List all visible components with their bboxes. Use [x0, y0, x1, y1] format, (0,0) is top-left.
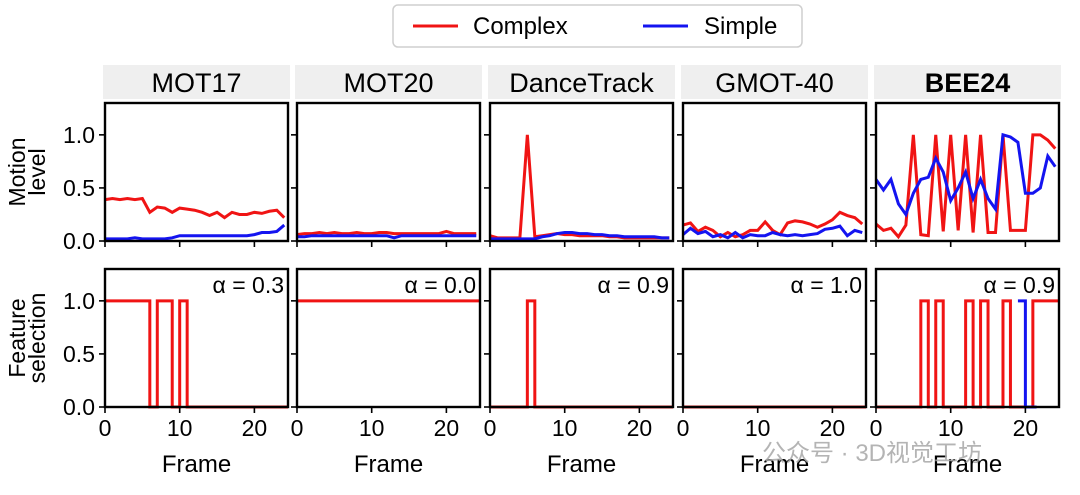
alpha-annotation: α = 0.3 — [213, 272, 284, 298]
x-tick-label: 0 — [99, 415, 112, 441]
panel-motion-2: MOT20 — [291, 65, 482, 247]
x-tick-label: 20 — [1013, 415, 1039, 441]
panel-selection-4: 0 10 20 Frame α = 1.0 — [677, 267, 868, 478]
panel-motion-5: BEE24 — [870, 65, 1061, 247]
legend-label-simple: Simple — [704, 13, 777, 40]
panels: MOT17 0.0 0.5 1.0 Motionlevel MOT20 DanceTrack… — [4, 65, 1061, 478]
panel-title-background — [681, 65, 868, 99]
x-axis-label: Frame — [354, 451, 423, 478]
panel-motion-4: GMOT-40 — [677, 65, 868, 247]
panel-title-background — [103, 65, 290, 99]
series-line-complex — [875, 133, 1057, 240]
y-axis-label: Motionlevel — [4, 137, 50, 206]
series-line-complex — [490, 299, 673, 409]
x-tick-label: 20 — [627, 415, 653, 441]
panel-selection-5: 0 10 20 Frame α = 0.9 — [870, 267, 1061, 478]
axes-frame — [103, 101, 290, 243]
axes-frame — [295, 101, 482, 243]
alpha-annotation: α = 0.9 — [984, 272, 1055, 298]
series-line-complex — [876, 299, 1059, 409]
panel-motion-3: DanceTrack — [484, 65, 675, 247]
legend-label-complex: Complex — [473, 13, 568, 40]
legend-box — [392, 4, 803, 48]
series-line-simple — [297, 234, 477, 240]
x-axis-label: Frame — [162, 451, 231, 478]
axes-frame — [681, 101, 868, 243]
x-tick-label: 0 — [291, 415, 304, 441]
series-line-simple — [105, 223, 286, 241]
x-tick-label: 10 — [552, 415, 578, 441]
panel-title: BEE24 — [925, 68, 1011, 98]
axes-frame — [295, 267, 482, 409]
axes-frame — [681, 267, 868, 409]
panel-motion-1: MOT17 0.0 0.5 1.0 Motionlevel — [4, 65, 290, 254]
panel-title-background — [295, 65, 482, 99]
panel-title-background — [488, 65, 675, 99]
alpha-annotation: α = 1.0 — [791, 272, 862, 298]
series-line-complex — [296, 229, 477, 237]
axes-frame — [103, 267, 290, 409]
panel-selection-3: 0 10 20 Frame α = 0.9 — [484, 267, 675, 478]
y-tick-label: 0.0 — [63, 228, 95, 254]
y-tick-label: 0.0 — [63, 394, 95, 420]
axes-frame — [874, 267, 1061, 409]
panel-title: MOT17 — [151, 68, 241, 98]
x-tick-label: 10 — [745, 415, 771, 441]
y-tick-label: 1.0 — [63, 122, 95, 148]
series-line-simple — [682, 224, 863, 240]
y-tick-label: 0.5 — [63, 175, 95, 201]
panel-selection-2: 0 10 20 Frame α = 0.0 — [291, 267, 482, 478]
x-tick-label: 10 — [359, 415, 385, 441]
panel-selection-1: 0.0 0.5 1.0 Featureselection 0 10 20 Frame α = 0… — [4, 267, 290, 478]
x-tick-label: 0 — [870, 415, 883, 441]
y-tick-label: 1.0 — [63, 288, 95, 314]
x-tick-label: 20 — [820, 415, 846, 441]
series-line-simple — [490, 231, 670, 241]
x-tick-label: 20 — [242, 415, 268, 441]
legend: Complex Simple — [392, 4, 803, 48]
x-tick-label: 0 — [484, 415, 497, 441]
x-tick-label: 10 — [167, 415, 193, 441]
x-axis-label: Frame — [740, 451, 809, 478]
axes-frame — [488, 101, 675, 243]
x-tick-label: 20 — [434, 415, 460, 441]
x-axis-label: Frame — [547, 451, 616, 478]
alpha-annotation: α = 0.0 — [405, 272, 476, 298]
series-line-complex — [489, 134, 670, 240]
series-line-complex — [104, 196, 286, 220]
watermark-text: 公众号 · 3D视觉工坊 — [762, 440, 982, 467]
axes-frame — [874, 101, 1061, 243]
y-axis-label-line: Motion — [4, 137, 30, 206]
y-tick-label: 0.5 — [63, 341, 95, 367]
panel-title-background — [874, 65, 1061, 99]
panel-title: GMOT-40 — [715, 68, 834, 98]
series-line-complex — [105, 299, 288, 409]
y-axis-label: Featureselection — [4, 293, 50, 384]
x-axis-label: Frame — [933, 451, 1002, 478]
x-tick-label: 0 — [677, 415, 690, 441]
series-line-simple — [874, 132, 1057, 218]
axes-frame — [488, 267, 675, 409]
panel-title: DanceTrack — [509, 68, 654, 98]
series-line-complex — [682, 210, 864, 239]
y-axis-label-line: Feature — [4, 298, 30, 377]
x-tick-label: 10 — [938, 415, 964, 441]
y-axis-label-line: selection — [24, 293, 50, 384]
panel-title: MOT20 — [343, 68, 433, 98]
alpha-annotation: α = 0.9 — [598, 272, 669, 298]
y-axis-label-line: level — [24, 148, 50, 195]
